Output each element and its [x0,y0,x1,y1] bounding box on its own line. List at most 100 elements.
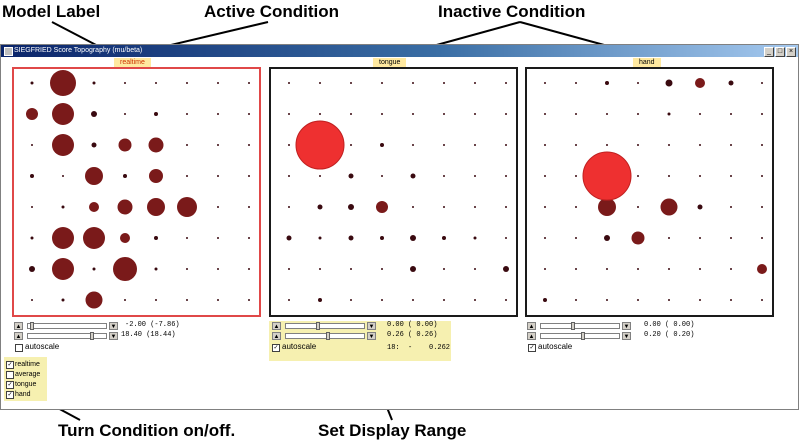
electrode-dot [699,268,701,270]
electrode-dot [154,236,158,240]
topography-panel-tongue[interactable] [269,67,518,317]
electrode-dot [248,206,250,208]
topography-plot-realtime [26,70,250,309]
electrode-dot [728,80,734,86]
electrode-dot [473,236,477,240]
condition-toggle-label: average [15,371,41,378]
electrode-dot [412,299,414,301]
range-max-slider[interactable] [27,332,107,340]
electrode-dot [668,268,670,270]
electrode-dot [505,206,507,208]
range-max-down-button[interactable]: ▼ [109,332,118,340]
electrode-dot [505,237,507,239]
electrode-dot [605,81,609,85]
electrode-dot [606,268,608,270]
condition-checkbox[interactable]: ✓ [6,381,14,389]
range-min-slider[interactable] [27,322,107,330]
range-min-down-button[interactable]: ▼ [622,322,631,330]
range-min-slider[interactable] [540,322,620,330]
electrode-dot [186,82,188,84]
electrode-dot [443,299,445,301]
range-max-up-button[interactable]: ▲ [527,332,536,340]
electrode-dot [575,206,577,208]
electrode-dot [544,175,546,177]
maximize-icon[interactable]: □ [775,47,785,57]
condition-checkbox[interactable]: ✓ [6,391,14,399]
range-max-down-button[interactable]: ▼ [622,332,631,340]
electrode-dot [217,206,219,208]
electrode-dot [544,237,546,239]
electrode-dot [474,268,476,270]
electrode-dot [443,175,445,177]
range-min-up-button[interactable]: ▲ [14,322,23,330]
electrode-dot [31,299,33,301]
range-min-down-button[interactable]: ▼ [367,322,376,330]
topography-plot-hand [543,78,767,302]
electrode-dot [598,198,616,216]
range-min-slider[interactable] [285,322,365,330]
electrode-dot [124,299,126,301]
electrode-dot [381,175,383,177]
topography-panel-hand[interactable] [525,67,774,317]
electrode-dot [217,113,219,115]
model-label: (mu/beta) [112,47,143,54]
electrode-dot [730,144,732,146]
electrode-dot [288,299,290,301]
electrode-dot [52,258,74,280]
electrode-dot [699,144,701,146]
window-title: SIEGFRIED Score Topography (mu/beta) [14,45,142,57]
electrode-dot [319,82,321,84]
electrode-dot [474,206,476,208]
range-min-down-button[interactable]: ▼ [109,322,118,330]
electrode-dot [31,206,33,208]
electrode-dot [248,175,250,177]
electrode-dot [637,268,639,270]
electrode-dot [637,82,639,84]
electrode-dot [381,113,383,115]
electrode-dot [637,113,639,115]
condition-toggle-list: ✓ realtime average ✓ tongue ✓ hand [4,357,47,401]
electrode-dot [217,299,219,301]
topography-panel-realtime[interactable] [12,67,261,317]
electrode-dot [761,82,763,84]
electrode-dot [668,237,670,239]
range-max-down-button[interactable]: ▼ [367,332,376,340]
electrode-dot [699,237,701,239]
range-min-up-button[interactable]: ▲ [527,322,536,330]
electrode-dot [52,134,74,156]
electrode-dot [30,81,34,85]
app-window: SIEGFRIED Score Topography (mu/beta) _ □… [0,44,799,410]
electrode-dot [348,235,354,241]
condition-checkbox[interactable]: ✓ [6,361,14,369]
electrode-dot [26,108,38,120]
autoscale-checkbox[interactable] [15,344,23,352]
electrode-dot [575,175,577,177]
electrode-dot [350,268,352,270]
range-min-up-button[interactable]: ▲ [272,322,281,330]
electrode-dot [575,144,577,146]
electrode-dot [350,113,352,115]
minimize-icon[interactable]: _ [764,47,774,57]
condition-checkbox[interactable] [6,371,14,379]
electrode-dot [761,144,763,146]
range-max-slider[interactable] [540,332,620,340]
electrode-dot [410,173,416,179]
electrode-dot [288,82,290,84]
electrode-dot-peak [295,120,345,170]
close-icon[interactable]: × [786,47,796,57]
autoscale-checkbox[interactable]: ✓ [272,344,280,352]
electrode-dot [761,237,763,239]
range-max-up-button[interactable]: ▲ [272,332,281,340]
electrode-dot [544,82,546,84]
electrode-dot [288,144,290,146]
range-max-slider[interactable] [285,332,365,340]
electrode-dot [505,113,507,115]
range-max-up-button[interactable]: ▲ [14,332,23,340]
electrode-dot [288,268,290,270]
condition-toggle-label: realtime [15,361,40,368]
title-bar[interactable]: SIEGFRIED Score Topography (mu/beta) _ □… [1,45,798,57]
autoscale-checkbox[interactable]: ✓ [528,344,536,352]
callout-model-label: Model Label [2,2,101,21]
electrode-dot [412,206,414,208]
condition-toggle-label: hand [15,391,31,398]
